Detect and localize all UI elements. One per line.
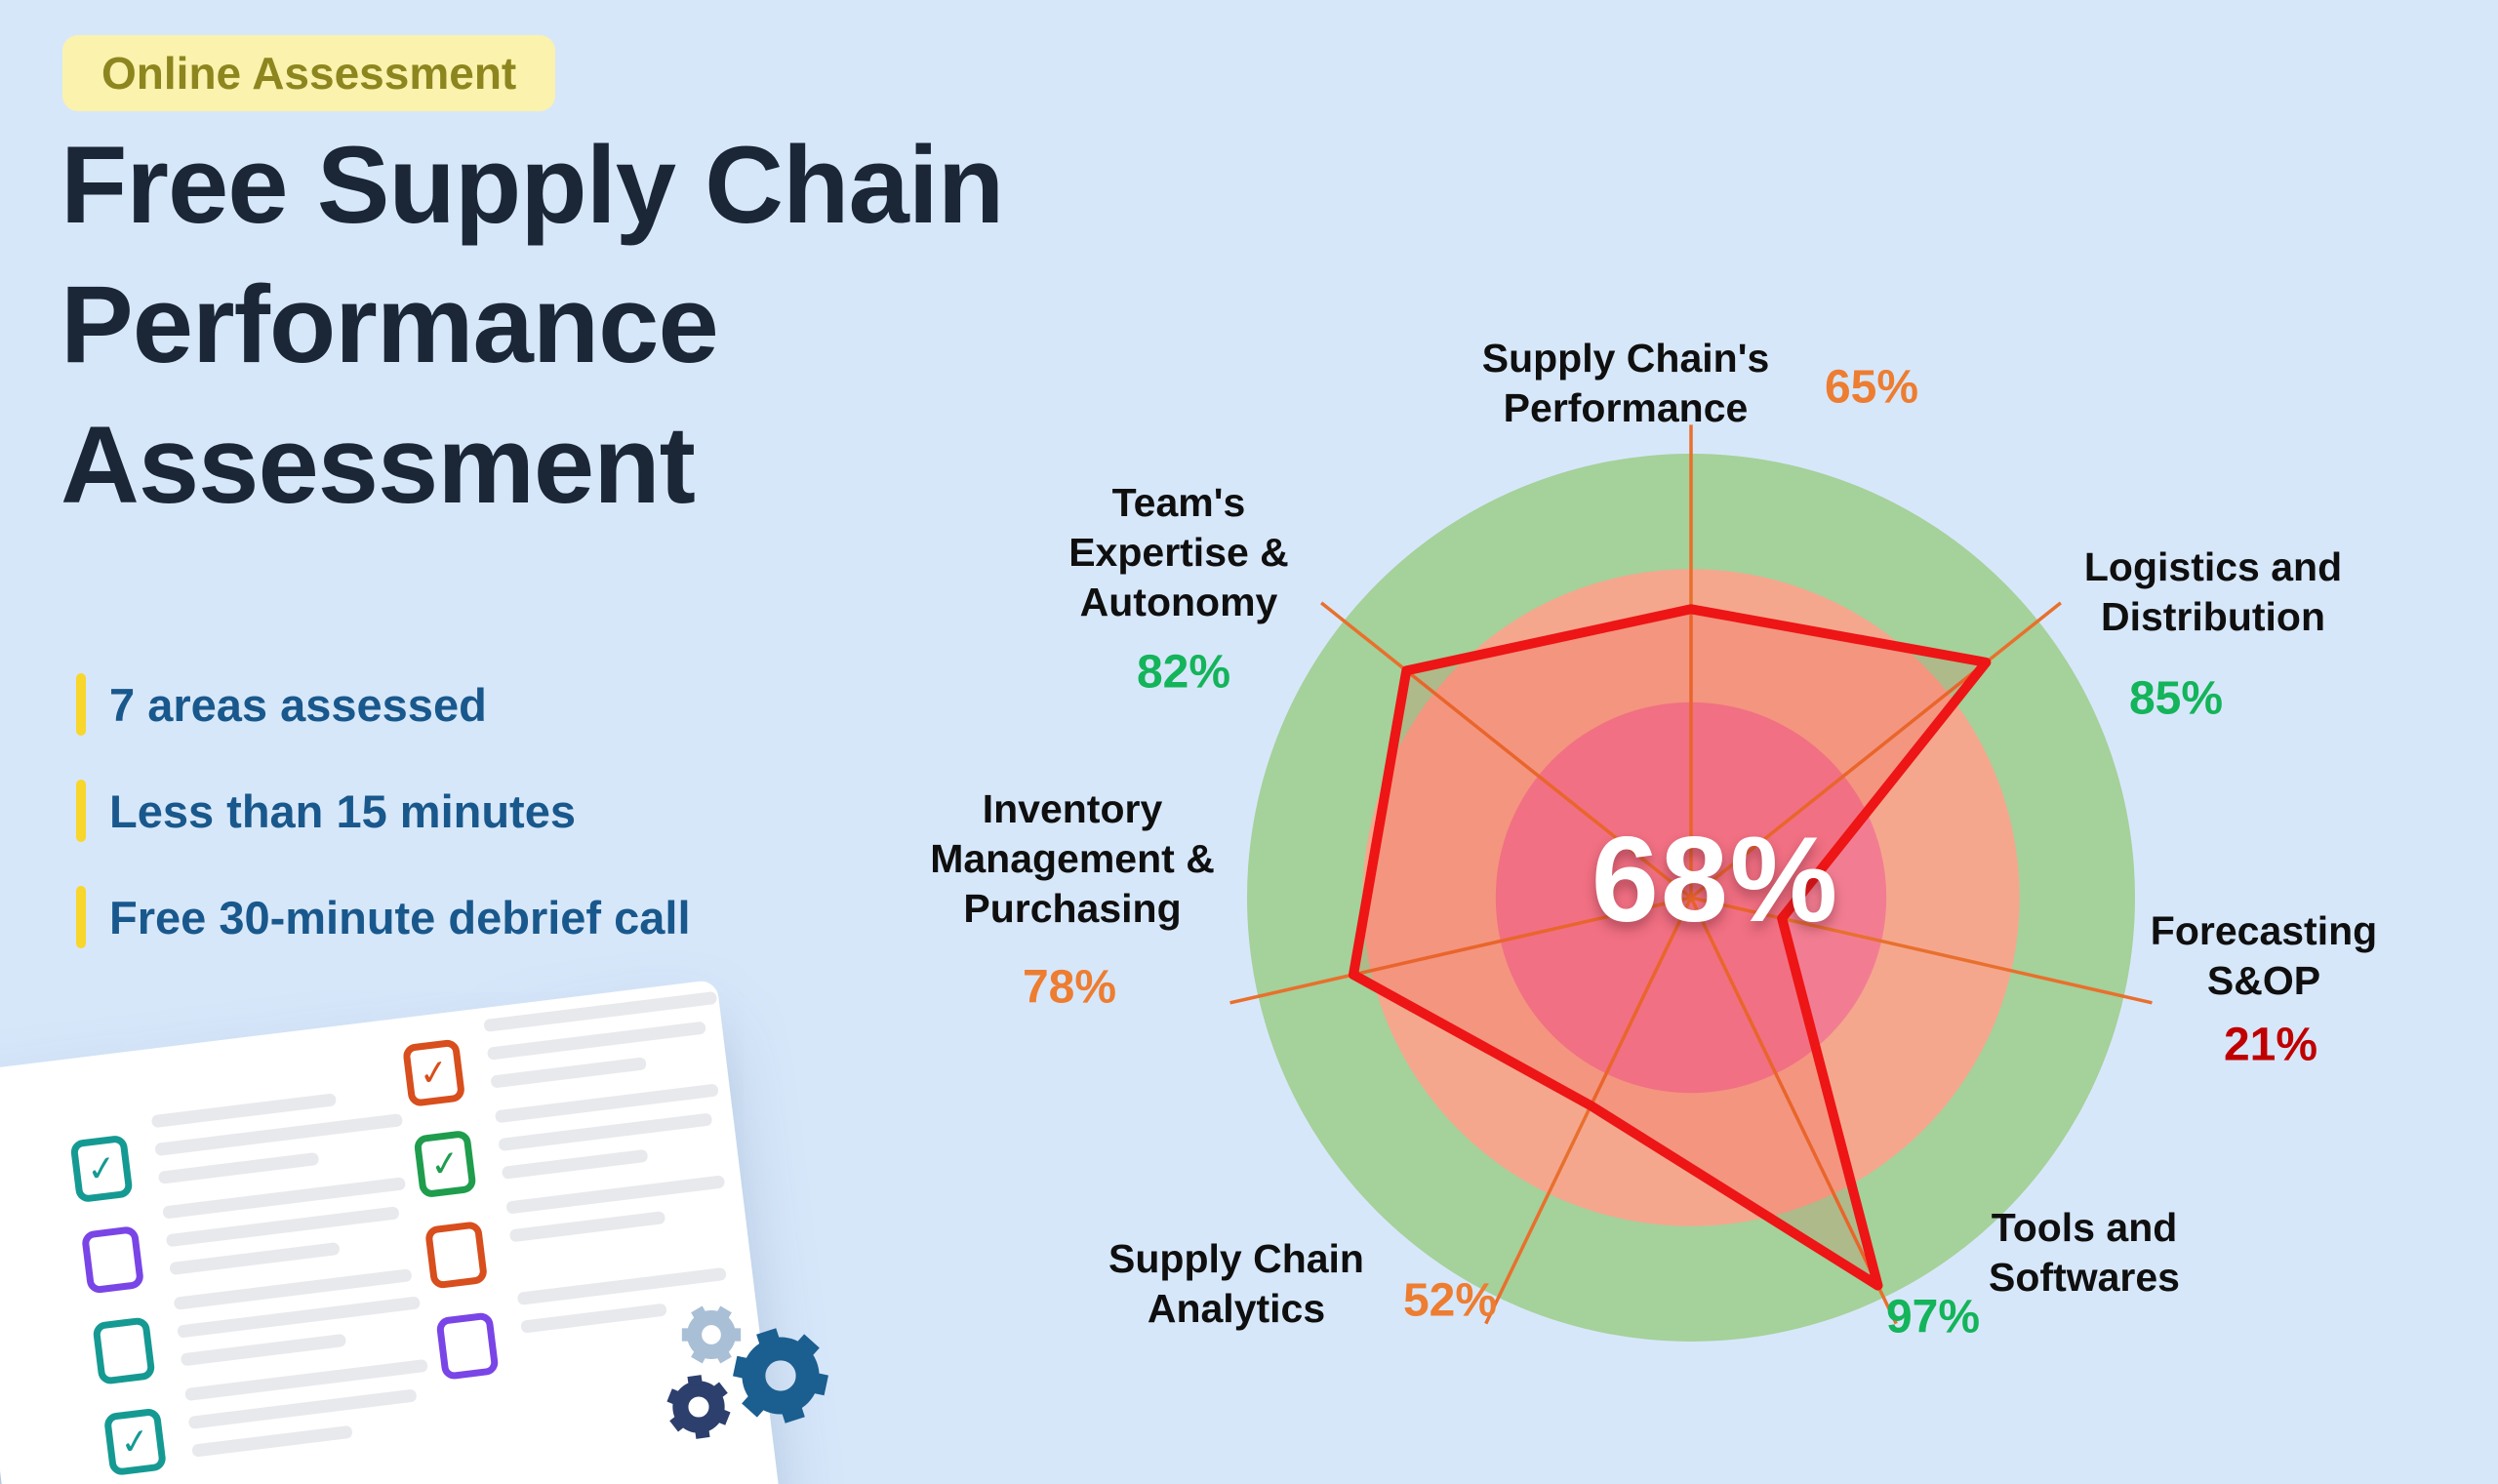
radar-category-label-forecasting-s-op: Forecasting S&OP (2150, 908, 2378, 1003)
feature-list: 7 areas assessed Less than 15 minutes Fr… (76, 673, 691, 992)
page-title: Free Supply Chain Performance Assessment (60, 115, 1004, 535)
bullet-text: 7 areas assessed (109, 678, 487, 731)
bullet-text: Less than 15 minutes (109, 784, 576, 837)
bullet-text: Free 30-minute debrief call (109, 891, 691, 943)
checkbox-checked-icon: ✓ (401, 1038, 466, 1108)
radar-category-label-tools-and-softwares: Tools and Softwares (1989, 1205, 2180, 1300)
radar-category-label-supply-chain-s-performance: Supply Chain's Performance (1481, 336, 1770, 430)
radar-ring-1 (1362, 569, 2020, 1226)
list-item: 7 areas assessed (76, 673, 691, 736)
placeholder-text-lines (150, 1085, 407, 1184)
radar-value-supply-chain-s-performance: 65% (1824, 361, 1919, 414)
placeholder-text-lines (162, 1177, 413, 1276)
bullet-bar-icon (76, 886, 86, 948)
placeholder-text-lines (173, 1267, 424, 1367)
checkbox-empty-icon (92, 1316, 156, 1385)
title-line-3: Assessment (60, 403, 696, 526)
radar-ring-0 (1247, 454, 2135, 1342)
radar-center-score: 68% (1591, 813, 1840, 947)
radar-category-label-team-s-expertise-autonomy: Team's Expertise & Autonomy (1068, 479, 1289, 624)
checkbox-checked-icon: ✓ (102, 1407, 168, 1477)
radar-category-label-inventory-management-purchasing: Inventory Management & Purchasing (930, 785, 1215, 931)
radar-axis-2 (1690, 896, 2153, 1005)
title-line-1: Free Supply Chain (60, 124, 1004, 246)
radar-axis-3 (1689, 897, 1898, 1325)
list-item: Free 30-minute debrief call (76, 886, 691, 948)
checklist-illustration: ✓ ✓ ✓ ✓ (0, 979, 784, 1484)
placeholder-text-lines (184, 1358, 435, 1458)
radar-value-team-s-expertise-autonomy: 82% (1136, 646, 1231, 699)
radar-data-polygon (1349, 604, 1992, 1291)
radar-category-label-logistics-and-distribution: Logistics and Distribution (2083, 544, 2343, 639)
radar-category-label-supply-chain-analytics: Supply Chain Analytics (1108, 1236, 1364, 1331)
checklist-column-right: ✓ ✓ (401, 990, 762, 1410)
checkbox-empty-icon (423, 1221, 489, 1290)
radar-axis-1 (1689, 601, 2062, 900)
radar-ring-2 (1495, 702, 1887, 1094)
placeholder-text-lines (483, 990, 724, 1089)
placeholder-text-lines (505, 1175, 728, 1243)
placeholder-text-lines (494, 1083, 726, 1180)
checkbox-checked-icon: ✓ (69, 1134, 134, 1204)
radar-value-forecasting-s-op: 21% (2223, 1019, 2318, 1071)
checkbox-checked-icon: ✓ (413, 1129, 477, 1199)
radar-axis-6 (1320, 601, 1693, 900)
title-line-2: Performance (60, 263, 719, 386)
checklist-row (435, 1266, 758, 1381)
checklist-row: ✓ (102, 1358, 441, 1477)
checkbox-empty-icon (80, 1224, 145, 1295)
radar-axis-5 (1229, 896, 1692, 1005)
radar-value-tools-and-softwares: 97% (1885, 1291, 1981, 1344)
radar-value-logistics-and-distribution: 85% (2128, 672, 2224, 725)
checkbox-empty-icon (435, 1311, 500, 1381)
list-item: Less than 15 minutes (76, 780, 691, 842)
checklist-column-left: ✓ ✓ (69, 1093, 444, 1484)
bullet-bar-icon (76, 780, 86, 842)
radar-value-inventory-management-purchasing: 78% (1022, 961, 1117, 1014)
radar-value-supply-chain-analytics: 52% (1402, 1274, 1498, 1327)
badge: Online Assessment (62, 35, 556, 111)
bullet-bar-icon (76, 673, 86, 736)
placeholder-text-lines (516, 1266, 731, 1334)
radar-axis-4 (1484, 897, 1693, 1325)
